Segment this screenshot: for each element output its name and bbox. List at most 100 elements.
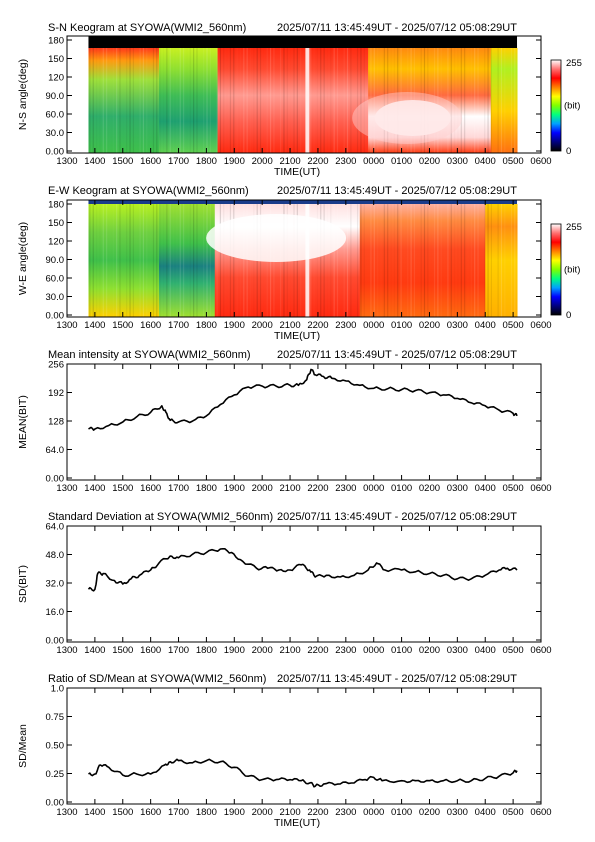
panel-time-range: 2025/07/11 13:45:49UT - 2025/07/12 05:08… <box>277 185 517 197</box>
y-tick-label: 180 <box>48 36 64 47</box>
x-tick-label: 2300 <box>335 320 356 331</box>
x-tick-label: 2100 <box>279 320 300 331</box>
y-tick-label: 32.0 <box>46 579 65 590</box>
x-tick-label: 2000 <box>252 807 273 818</box>
x-tick-label: 0300 <box>447 320 468 331</box>
colorbar-min-label: 0 <box>566 146 571 157</box>
x-tick-label: 0100 <box>391 156 412 167</box>
x-tick-label: 0000 <box>363 320 384 331</box>
series-line <box>87 548 518 592</box>
x-tick-label: 2100 <box>279 156 300 167</box>
panel-time-range: 2025/07/11 13:45:49UT - 2025/07/12 05:08… <box>277 673 517 685</box>
x-axis-label: TIME(UT) <box>274 817 320 829</box>
x-tick-label: 0500 <box>503 807 524 818</box>
x-tick-label: 0200 <box>419 320 440 331</box>
x-tick-label: 1700 <box>168 320 189 331</box>
y-tick-label: 64.0 <box>46 445 65 456</box>
panel-title: S-N Keogram at SYOWA(WMI2_560nm) <box>48 22 246 34</box>
x-tick-label: 0100 <box>391 320 412 331</box>
x-tick-label: 1400 <box>84 645 105 656</box>
plot-frame <box>66 363 542 481</box>
y-tick-label: 30.0 <box>46 128 65 139</box>
y-tick-label: 120 <box>48 237 64 248</box>
y-tick-label: 150 <box>48 218 64 229</box>
x-tick-label: 1600 <box>140 156 161 167</box>
x-tick-label: 0500 <box>503 320 524 331</box>
x-tick-label: 0000 <box>363 156 384 167</box>
x-tick-label: 0100 <box>391 645 412 656</box>
x-tick-label: 1800 <box>196 807 217 818</box>
x-tick-label: 2100 <box>279 807 300 818</box>
x-tick-label: 0400 <box>475 807 496 818</box>
panel-time-range: 2025/07/11 13:45:49UT - 2025/07/12 05:08… <box>277 349 517 361</box>
y-tick-label: 128 <box>48 417 64 428</box>
x-tick-label: 1500 <box>112 645 133 656</box>
x-tick-label: 1600 <box>140 483 161 494</box>
y-tick-label: 0.00 <box>46 636 65 647</box>
colorbar <box>550 59 562 152</box>
x-tick-label: 1500 <box>112 156 133 167</box>
x-tick-label: 0400 <box>475 156 496 167</box>
x-tick-label: 0400 <box>475 320 496 331</box>
x-tick-label: 1800 <box>196 320 217 331</box>
x-tick-label: 1800 <box>196 156 217 167</box>
y-tick-label: 0.00 <box>46 147 65 158</box>
x-tick-label: 0300 <box>447 807 468 818</box>
y-tick-label: 0.75 <box>46 712 65 723</box>
y-tick-label: 48.0 <box>46 550 65 561</box>
x-tick-label: 1400 <box>84 807 105 818</box>
y-tick-label: 90.0 <box>46 255 65 266</box>
y-tick-label: 256 <box>48 360 64 371</box>
x-axis-label: TIME(UT) <box>274 330 320 342</box>
sn-keogram-image <box>88 36 518 153</box>
x-axis-label: TIME(UT) <box>274 166 320 178</box>
x-tick-label: 0200 <box>419 156 440 167</box>
y-tick-label: 90.0 <box>46 91 65 102</box>
plot-frame <box>66 199 542 318</box>
x-tick-label: 1300 <box>56 320 77 331</box>
x-tick-label: 0400 <box>475 645 496 656</box>
x-tick-label: 1400 <box>84 320 105 331</box>
x-tick-label: 0500 <box>503 645 524 656</box>
x-tick-label: 0300 <box>447 645 468 656</box>
y-tick-label: 0.00 <box>46 798 65 809</box>
x-tick-label: 2000 <box>252 320 273 331</box>
x-tick-label: 1700 <box>168 483 189 494</box>
x-tick-label: 2300 <box>335 156 356 167</box>
x-tick-label: 0500 <box>503 156 524 167</box>
x-tick-label: 1900 <box>224 320 245 331</box>
panel-time-range: 2025/07/11 13:45:49UT - 2025/07/12 05:08… <box>277 511 517 523</box>
x-tick-label: 1800 <box>196 645 217 656</box>
panel-title: E-W Keogram at SYOWA(WMI2_560nm) <box>48 185 249 197</box>
y-tick-label: 180 <box>48 200 64 211</box>
x-tick-label: 0600 <box>530 645 551 656</box>
y-axis-label: N-S angle(deg) <box>17 59 29 130</box>
x-tick-label: 0100 <box>391 483 412 494</box>
x-tick-label: 1300 <box>56 156 77 167</box>
x-tick-label: 2300 <box>335 807 356 818</box>
y-axis-label: SD/Mean <box>17 724 29 768</box>
x-tick-label: 0000 <box>363 483 384 494</box>
x-tick-label: 1700 <box>168 807 189 818</box>
y-tick-label: 150 <box>48 54 64 65</box>
y-axis-label: SD(BIT) <box>17 565 29 603</box>
y-tick-label: 16.0 <box>46 607 65 618</box>
x-tick-label: 1500 <box>112 320 133 331</box>
colorbar-unit-label: (bit) <box>564 101 580 112</box>
x-tick-label: 0200 <box>419 483 440 494</box>
panel-title: Standard Deviation at SYOWA(WMI2_560nm) <box>48 511 273 523</box>
ew-keogram-image <box>88 200 518 317</box>
series-line <box>88 758 518 788</box>
panel-title: Mean intensity at SYOWA(WMI2_560nm) <box>48 349 251 361</box>
x-tick-label: 0100 <box>391 807 412 818</box>
plot-frame <box>66 35 542 154</box>
y-tick-label: 0.25 <box>46 769 65 780</box>
x-tick-label: 1900 <box>224 483 245 494</box>
x-tick-label: 1600 <box>140 645 161 656</box>
x-tick-label: 0200 <box>419 645 440 656</box>
y-tick-label: 60.0 <box>46 274 65 285</box>
x-tick-label: 2000 <box>252 483 273 494</box>
x-tick-label: 0400 <box>475 483 496 494</box>
x-tick-label: 1500 <box>112 483 133 494</box>
x-tick-label: 0300 <box>447 156 468 167</box>
